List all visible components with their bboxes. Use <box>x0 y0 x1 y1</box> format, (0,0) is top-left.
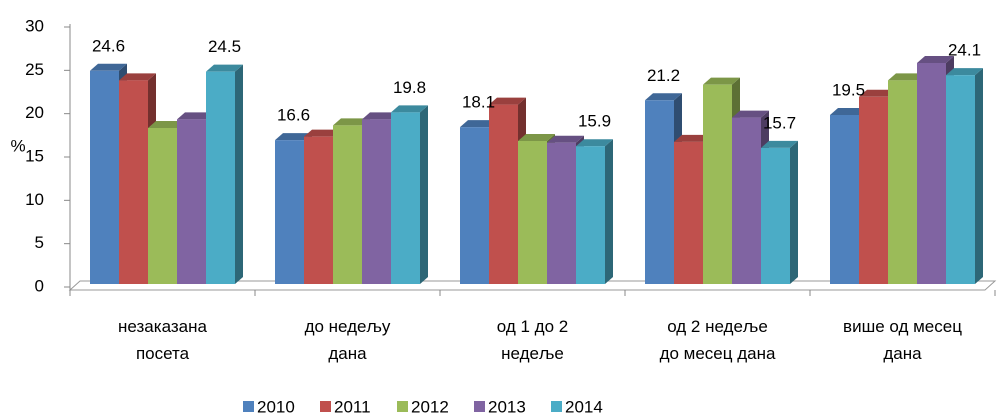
bar-top <box>946 68 983 76</box>
x-tick-label: незаказана посета <box>118 317 207 363</box>
bar-front <box>761 147 790 284</box>
bar-front <box>576 146 605 284</box>
bar-top <box>547 135 584 143</box>
y-tick-label: 10 <box>25 190 44 209</box>
bar-top <box>576 139 613 147</box>
bar-top <box>304 129 341 137</box>
bar-top <box>206 64 243 72</box>
bar-top <box>888 73 925 81</box>
bar-front <box>275 140 304 284</box>
data-label: 19.8 <box>393 78 426 97</box>
bar-top <box>917 56 954 63</box>
data-label: 24.1 <box>948 41 981 60</box>
bar-front <box>518 141 547 284</box>
bar-side <box>975 68 983 284</box>
bar-front <box>119 80 148 284</box>
y-tick-label: 0 <box>35 276 44 295</box>
bar-front <box>362 119 391 284</box>
bar-top <box>119 73 156 81</box>
bar-top <box>674 134 711 142</box>
bar-front <box>703 84 732 285</box>
y-tick-label: 30 <box>25 16 44 35</box>
legend-label: 2010 <box>257 397 295 416</box>
bar-front <box>148 128 177 284</box>
bar-top <box>645 93 682 101</box>
bar-top <box>732 110 769 118</box>
legend-label: 2014 <box>565 397 603 416</box>
bar-top <box>333 118 370 126</box>
bar-front <box>90 70 119 284</box>
x-tick-label: више од месец дана <box>843 317 962 363</box>
bar <box>391 105 428 285</box>
data-label: 24.5 <box>208 37 241 56</box>
bar <box>206 64 243 285</box>
y-axis-label: % <box>10 136 25 155</box>
data-label: 16.6 <box>277 106 310 125</box>
bar <box>761 140 798 284</box>
legend-swatch <box>474 401 485 412</box>
x-tick-label: од 2 недеље до месец дана <box>659 317 776 363</box>
legend-swatch <box>551 401 562 412</box>
bar-top <box>391 105 428 113</box>
legend-label: 2013 <box>488 397 526 416</box>
bar-side <box>790 140 798 284</box>
data-label: 15.9 <box>578 112 611 131</box>
legend-swatch <box>243 401 254 412</box>
bar <box>946 68 983 284</box>
legend-swatch <box>320 401 331 412</box>
bar-top <box>518 134 555 141</box>
bar-front <box>674 141 703 284</box>
bar-front <box>304 136 333 284</box>
bar-front <box>917 63 946 284</box>
bar-side <box>605 139 613 284</box>
bar-front <box>177 119 206 284</box>
bar-side <box>420 105 428 285</box>
bar-front <box>489 104 518 284</box>
bar-top <box>703 77 740 85</box>
data-label: 19.5 <box>832 80 865 99</box>
bar-front <box>391 112 420 285</box>
bar-front <box>547 142 576 284</box>
legend-label: 2012 <box>411 397 449 416</box>
data-label: 24.6 <box>92 36 125 55</box>
bar <box>576 139 613 284</box>
data-label: 15.7 <box>763 113 796 132</box>
bar-top <box>275 133 312 141</box>
bar-top <box>362 112 399 120</box>
bar-top <box>460 120 497 128</box>
bar-top <box>177 112 214 120</box>
bar-top <box>90 63 127 71</box>
floor <box>68 280 997 291</box>
bar-front <box>206 71 235 285</box>
y-tick-label: 5 <box>35 233 44 252</box>
y-tick-label: 25 <box>25 60 44 79</box>
bar-front <box>333 125 362 285</box>
bar-side <box>235 64 243 285</box>
y-tick-label: 15 <box>25 146 44 165</box>
x-tick-label: до недељу дана <box>304 317 391 363</box>
bar-front <box>888 80 917 284</box>
bar-top <box>148 121 185 128</box>
bar-front <box>645 100 674 285</box>
bar-top <box>489 97 526 105</box>
data-label: 21.2 <box>647 66 680 85</box>
bar-front <box>859 96 888 284</box>
bar-top <box>761 140 798 148</box>
data-label: 18.1 <box>462 93 495 112</box>
legend-swatch <box>397 401 408 412</box>
bar-front <box>946 75 975 284</box>
bar-top <box>859 89 896 97</box>
x-tick-label: од 1 до 2 недеље <box>496 317 569 363</box>
y-tick-label: 20 <box>25 103 44 122</box>
legend-label: 2011 <box>334 397 371 416</box>
bar-front <box>460 127 489 284</box>
bar-front <box>830 115 859 284</box>
bar-front <box>732 117 761 284</box>
bar-top <box>830 108 867 115</box>
